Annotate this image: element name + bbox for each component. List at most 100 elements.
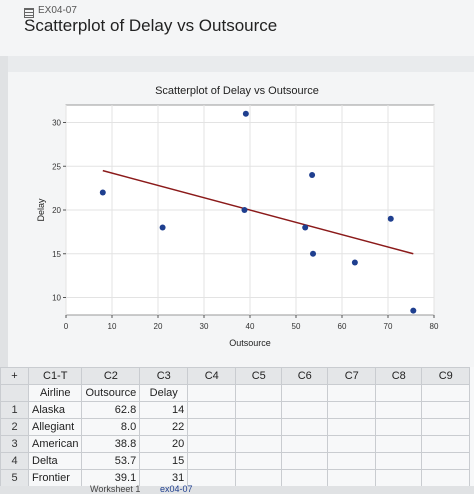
delay-cell[interactable]: 15 xyxy=(139,452,189,470)
outsource-cell[interactable]: 62.8 xyxy=(81,401,141,419)
row-number[interactable]: 3 xyxy=(0,435,29,453)
worksheet-grid[interactable]: + C1-T C2 C3 C4 C5 C6 C7 C8 C9 Airline O… xyxy=(0,367,474,494)
row-number[interactable]: 4 xyxy=(0,452,29,470)
tab-ex04-07[interactable]: ex04-07 xyxy=(160,484,193,494)
column-id[interactable]: C5 xyxy=(235,367,283,385)
empty-cell[interactable] xyxy=(187,435,237,453)
empty-cell[interactable] xyxy=(327,435,377,453)
empty-cell[interactable] xyxy=(187,401,237,419)
data-point xyxy=(351,259,358,266)
empty-cell[interactable] xyxy=(375,469,423,487)
empty-cell[interactable] xyxy=(235,452,283,470)
x-tick-label: 30 xyxy=(200,322,209,331)
column-name-row: Airline Outsource Delay xyxy=(0,384,471,402)
delay-cell[interactable]: 14 xyxy=(139,401,189,419)
delay-cell[interactable]: 31 xyxy=(139,469,189,487)
y-axis-label: Delay xyxy=(36,198,46,222)
empty-cell[interactable] xyxy=(421,401,471,419)
data-point xyxy=(309,172,316,178)
column-name-cell[interactable] xyxy=(375,384,423,402)
column-name-cell[interactable] xyxy=(421,384,471,402)
tab-worksheet-1[interactable]: Worksheet 1 xyxy=(90,484,141,494)
data-point xyxy=(241,207,248,213)
data-point xyxy=(159,224,166,231)
empty-cell[interactable] xyxy=(281,401,329,419)
empty-cell[interactable] xyxy=(375,452,423,470)
empty-cell[interactable] xyxy=(281,452,329,470)
y-tick-label: 20 xyxy=(52,206,61,215)
chart-title: Scatterplot of Delay vs Outsource xyxy=(155,85,319,97)
empty-cell[interactable] xyxy=(327,452,377,470)
empty-cell[interactable] xyxy=(187,418,237,436)
empty-cell[interactable] xyxy=(375,435,423,453)
airline-cell[interactable]: Allegiant xyxy=(27,418,83,436)
chart-panel[interactable]: Scatterplot of Delay vs Outsource 0 10 20 3… xyxy=(8,72,474,367)
empty-cell[interactable] xyxy=(327,418,377,436)
empty-cell[interactable] xyxy=(281,469,329,487)
outsource-cell[interactable]: 53.7 xyxy=(81,452,141,470)
column-name-cell[interactable]: Outsource xyxy=(81,384,141,402)
row-number[interactable]: 1 xyxy=(0,401,29,419)
airline-cell[interactable]: American xyxy=(27,435,83,453)
airline-cell[interactable]: Alaska xyxy=(27,401,83,419)
delay-cell[interactable]: 20 xyxy=(139,435,189,453)
x-tick-label: 40 xyxy=(246,322,255,331)
column-id[interactable]: C3 xyxy=(139,367,189,385)
data-point xyxy=(310,250,317,257)
column-name-cell[interactable]: Delay xyxy=(139,384,189,402)
empty-cell[interactable] xyxy=(235,401,283,419)
column-id[interactable]: C1-T xyxy=(27,367,83,385)
empty-cell[interactable] xyxy=(421,435,471,453)
column-name-cell[interactable]: Airline xyxy=(27,384,83,402)
y-tick-label: 15 xyxy=(52,250,61,259)
select-all-arrow[interactable]: + xyxy=(0,367,29,385)
data-point xyxy=(99,189,106,196)
empty-cell[interactable] xyxy=(281,435,329,453)
empty-cell[interactable] xyxy=(235,418,283,436)
outsource-cell[interactable]: 8.0 xyxy=(81,418,141,436)
empty-cell[interactable] xyxy=(421,418,471,436)
empty-cell[interactable] xyxy=(187,452,237,470)
column-name-cell[interactable] xyxy=(235,384,283,402)
empty-cell[interactable] xyxy=(327,401,377,419)
x-tick-label: 20 xyxy=(154,322,163,331)
column-id[interactable]: C7 xyxy=(327,367,377,385)
regression-line xyxy=(102,169,414,255)
x-axis-ticks: 0 10 20 30 40 50 60 70 80 xyxy=(64,315,439,331)
row-number[interactable]: 5 xyxy=(0,469,29,487)
document-name: EX04-07 xyxy=(38,5,77,16)
data-points xyxy=(99,110,417,314)
table-row: 3 American 38.8 20 xyxy=(0,435,471,453)
row-number[interactable]: 2 xyxy=(0,418,29,436)
x-tick-label: 10 xyxy=(108,322,117,331)
column-id[interactable]: C8 xyxy=(375,367,423,385)
empty-cell[interactable] xyxy=(281,418,329,436)
column-id[interactable]: C9 xyxy=(421,367,471,385)
empty-cell[interactable] xyxy=(235,469,283,487)
data-point xyxy=(410,307,417,314)
airline-cell[interactable]: Delta xyxy=(27,452,83,470)
empty-cell[interactable] xyxy=(421,452,471,470)
delay-cell[interactable]: 22 xyxy=(139,418,189,436)
y-tick-label: 10 xyxy=(52,294,61,303)
column-id[interactable]: C4 xyxy=(187,367,237,385)
empty-cell[interactable] xyxy=(375,401,423,419)
empty-cell[interactable] xyxy=(327,469,377,487)
airline-cell[interactable]: Frontier xyxy=(27,469,83,487)
column-id[interactable]: C6 xyxy=(281,367,329,385)
x-axis-label: Outsource xyxy=(229,338,271,348)
column-id[interactable]: C2 xyxy=(81,367,141,385)
column-name-cell[interactable] xyxy=(187,384,237,402)
table-row: 5 Frontier 39.1 31 xyxy=(0,469,471,487)
table-row: 1 Alaska 62.8 14 xyxy=(0,401,471,419)
empty-cell[interactable] xyxy=(375,418,423,436)
outsource-cell[interactable]: 38.8 xyxy=(81,435,141,453)
data-point xyxy=(242,110,249,117)
x-tick-label: 0 xyxy=(64,322,69,331)
column-name-cell[interactable] xyxy=(327,384,377,402)
empty-cell[interactable] xyxy=(187,469,237,487)
column-name-cell[interactable] xyxy=(281,384,329,402)
empty-cell[interactable] xyxy=(235,435,283,453)
x-tick-label: 80 xyxy=(430,322,439,331)
empty-cell[interactable] xyxy=(421,469,471,487)
